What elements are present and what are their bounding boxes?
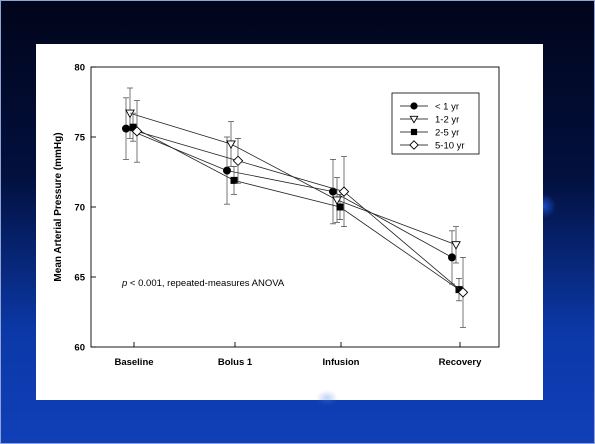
x-tick-label: Bolus 1: [218, 357, 253, 368]
legend: < 1 yr 1-2 yr 2-5 yr 5-10 yr: [391, 92, 480, 155]
legend-label: 2-5 yr: [435, 128, 459, 139]
data-point-diamond: [409, 140, 419, 150]
y-tick-label: 60: [74, 343, 85, 354]
series: [122, 87, 469, 328]
x-tick-label: Baseline: [114, 357, 153, 368]
data-point-diamond: [232, 155, 244, 167]
data-point-triangle: [226, 140, 236, 150]
series-line: [136, 131, 464, 293]
y-axis-label: Mean Arterial Pressure (mmHg): [53, 132, 64, 281]
annotation-p: p: [121, 278, 127, 289]
series-line: [132, 126, 460, 290]
data-point-triangle: [125, 109, 135, 119]
line-chart: 60 65 70 75 80 Baseline Bolus 1 Infusion Recove…: [53, 63, 500, 368]
series-line: [125, 128, 453, 258]
data-point-triangle: [409, 115, 419, 124]
data-point-square: [410, 128, 418, 136]
y-tick-label: 80: [74, 63, 85, 74]
chart-panel: 60 65 70 75 80 Baseline Bolus 1 Infusion Recove…: [36, 44, 543, 400]
data-point-circle: [222, 166, 231, 175]
legend-label: 1-2 yr: [435, 115, 459, 126]
y-tick-label: 65: [74, 273, 85, 284]
x-tick-label: Infusion: [323, 357, 360, 368]
y-axis-ticks: 60 65 70 75 80: [74, 63, 96, 354]
data-point-diamond: [338, 186, 350, 197]
data-point-triangle: [451, 241, 461, 250]
data-point-diamond: [457, 287, 469, 298]
y-tick-label: 75: [74, 133, 85, 144]
data-point-square: [230, 176, 238, 184]
x-tick-label: Recovery: [439, 357, 482, 368]
data-point-circle: [447, 253, 456, 262]
anova-annotation: p < 0.001, repeated-measures ANOVA: [121, 278, 285, 289]
data-point-triangle: [332, 196, 342, 206]
legend-label: < 1 yr: [435, 102, 459, 113]
legend-label: 5-10 yr: [435, 141, 465, 152]
series-line: [129, 112, 457, 246]
series-4: [131, 100, 469, 328]
data-point-diamond: [131, 126, 143, 137]
x-axis-ticks: Baseline Bolus 1 Infusion Recovery: [114, 342, 482, 368]
data-point-circle: [410, 102, 418, 110]
data-point-circle: [122, 124, 131, 133]
watermark-logo: [316, 390, 338, 406]
legend-box: [391, 92, 480, 155]
y-tick-label: 70: [74, 203, 85, 214]
annotation-text: < 0.001, repeated-measures ANOVA: [127, 278, 285, 289]
data-point-square: [336, 203, 344, 211]
